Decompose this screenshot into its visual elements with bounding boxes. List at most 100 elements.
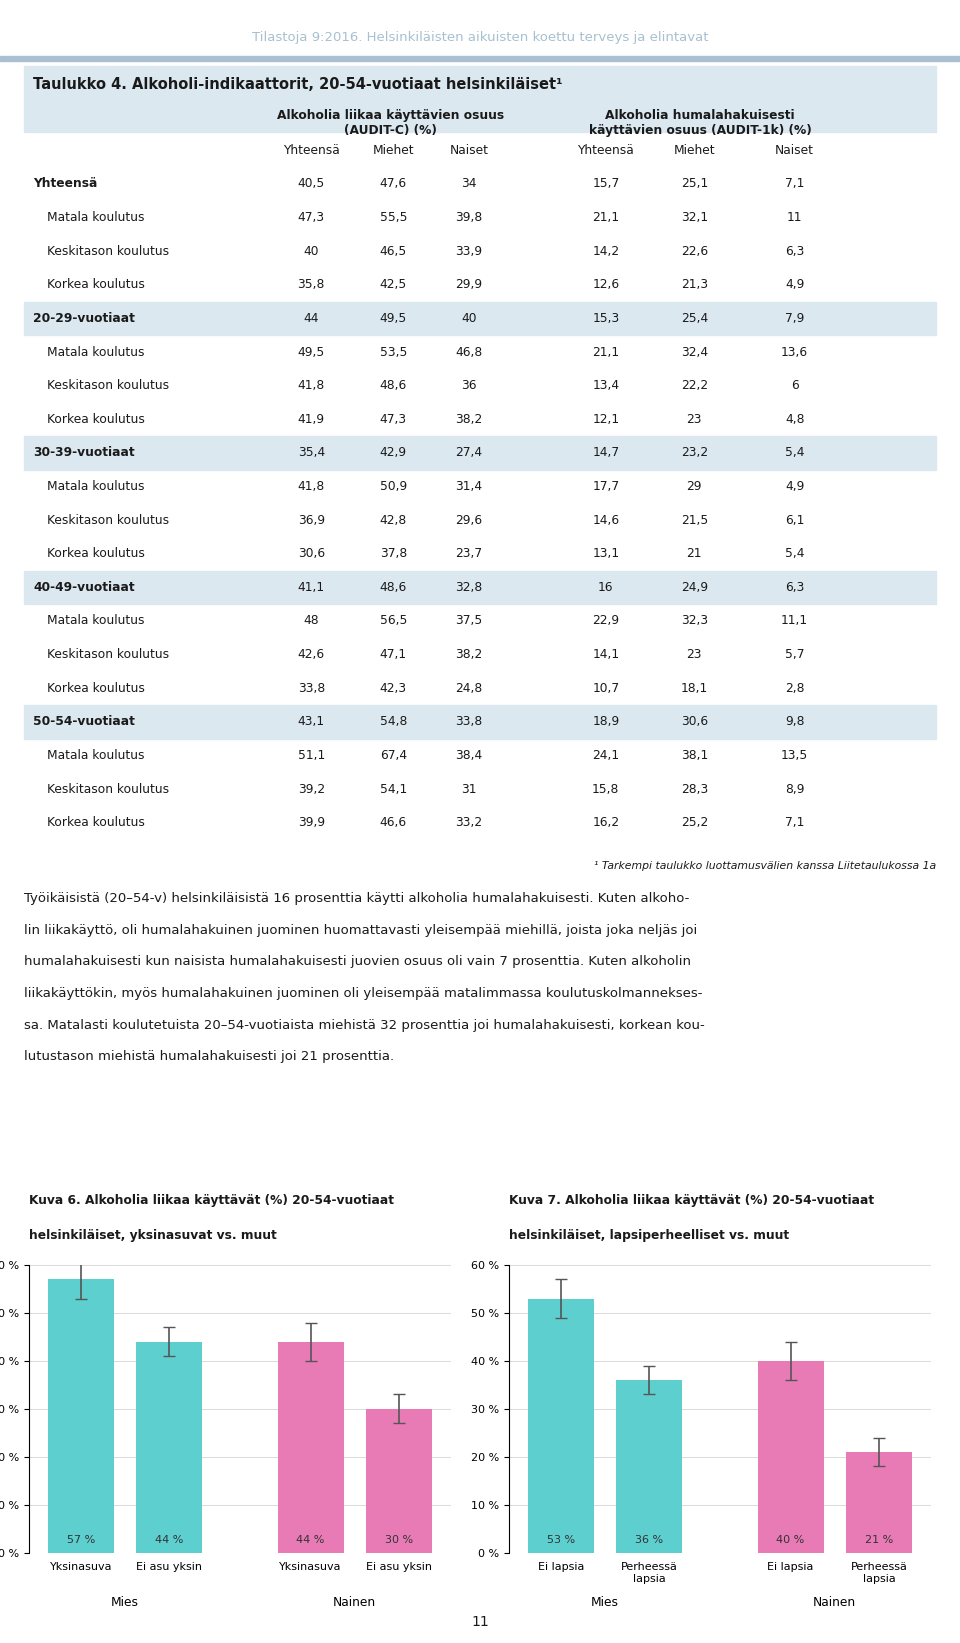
Bar [136, 1342, 203, 1553]
Text: Miehet: Miehet [674, 145, 715, 156]
Bar [277, 1342, 344, 1553]
Text: 29,6: 29,6 [455, 514, 483, 527]
Text: 6,1: 6,1 [785, 514, 804, 527]
Text: 16,2: 16,2 [592, 817, 619, 830]
Text: 17,7: 17,7 [592, 480, 619, 493]
Text: 30 %: 30 % [385, 1536, 413, 1546]
Text: 30-39-vuotiaat: 30-39-vuotiaat [33, 447, 134, 460]
Text: 54,1: 54,1 [380, 782, 407, 795]
Text: 36: 36 [462, 380, 477, 393]
Text: Kuva 6. Alkoholia liikaa käyttävät (%) 20-54-vuotiaat: Kuva 6. Alkoholia liikaa käyttävät (%) 2… [29, 1194, 394, 1208]
Text: helsinkiläiset, lapsiperheelliset vs. muut: helsinkiläiset, lapsiperheelliset vs. mu… [509, 1229, 789, 1242]
Text: 33,2: 33,2 [455, 817, 483, 830]
Text: 27,4: 27,4 [455, 447, 483, 460]
Text: 42,6: 42,6 [298, 647, 324, 660]
Text: 18,9: 18,9 [592, 715, 619, 728]
Text: helsinkiläiset, yksinasuvat vs. muut: helsinkiläiset, yksinasuvat vs. muut [29, 1229, 276, 1242]
Text: 32,8: 32,8 [455, 582, 483, 593]
Text: 4,9: 4,9 [785, 480, 804, 493]
Bar [24, 302, 936, 335]
Text: 22,6: 22,6 [681, 245, 708, 258]
Text: 8,9: 8,9 [785, 782, 804, 795]
Text: Korkea koulutus: Korkea koulutus [47, 547, 145, 560]
Text: Keskitason koulutus: Keskitason koulutus [47, 647, 169, 660]
Text: 38,2: 38,2 [455, 412, 483, 426]
Text: Keskitason koulutus: Keskitason koulutus [47, 514, 169, 527]
Text: 49,5: 49,5 [298, 345, 324, 358]
Text: 40: 40 [462, 312, 477, 325]
Text: Taulukko 4. Alkoholi-indikaattorit, 20-54-vuotiaat helsinkiläiset¹: Taulukko 4. Alkoholi-indikaattorit, 20-5… [33, 77, 563, 92]
Bar [48, 1280, 114, 1553]
Bar [24, 570, 936, 605]
Text: Naiset: Naiset [775, 145, 814, 156]
Text: Työikäisistä (20–54-v) helsinkiläisistä 16 prosenttia käytti alkoholia humalahak: Työikäisistä (20–54-v) helsinkiläisistä … [24, 892, 689, 905]
Text: 43,1: 43,1 [298, 715, 324, 728]
Text: 46,8: 46,8 [455, 345, 483, 358]
Text: 16: 16 [598, 582, 613, 593]
Text: 41,8: 41,8 [298, 380, 324, 393]
Text: 53 %: 53 % [547, 1536, 575, 1546]
Text: Korkea koulutus: Korkea koulutus [47, 682, 145, 695]
Text: 29: 29 [686, 480, 702, 493]
Text: 48,6: 48,6 [380, 582, 407, 593]
Bar [846, 1452, 912, 1553]
Text: Mies: Mies [111, 1595, 139, 1608]
Text: 40 %: 40 % [777, 1536, 804, 1546]
Text: 21,3: 21,3 [681, 278, 708, 291]
Text: Yhteensä: Yhteensä [578, 145, 635, 156]
Text: lin liikakäyttö, oli humalahakuinen juominen huomattavasti yleisempää miehillä, : lin liikakäyttö, oli humalahakuinen juom… [24, 923, 697, 937]
Text: 5,4: 5,4 [785, 447, 804, 460]
Text: 13,6: 13,6 [781, 345, 808, 358]
Text: 37,8: 37,8 [380, 547, 407, 560]
Text: 10,7: 10,7 [592, 682, 619, 695]
Text: Nainen: Nainen [333, 1595, 376, 1608]
Text: Miehet: Miehet [372, 145, 414, 156]
Text: Korkea koulutus: Korkea koulutus [47, 278, 145, 291]
Text: 4,9: 4,9 [785, 278, 804, 291]
Text: 67,4: 67,4 [380, 749, 407, 762]
Bar [616, 1380, 683, 1553]
Text: Matala koulutus: Matala koulutus [47, 345, 144, 358]
Text: 21 %: 21 % [865, 1536, 893, 1546]
Text: 18,1: 18,1 [681, 682, 708, 695]
Bar [366, 1410, 432, 1553]
Text: 40-49-vuotiaat: 40-49-vuotiaat [33, 582, 134, 593]
Text: 7,1: 7,1 [785, 177, 804, 191]
Text: 39,2: 39,2 [298, 782, 324, 795]
Text: Matala koulutus: Matala koulutus [47, 614, 144, 628]
Text: 32,4: 32,4 [681, 345, 708, 358]
Text: 14,2: 14,2 [592, 245, 619, 258]
Text: 2,8: 2,8 [785, 682, 804, 695]
Text: 14,6: 14,6 [592, 514, 619, 527]
Text: 28,3: 28,3 [681, 782, 708, 795]
Bar [24, 705, 936, 739]
Text: 42,3: 42,3 [380, 682, 407, 695]
Text: 33,8: 33,8 [455, 715, 483, 728]
Text: Matala koulutus: Matala koulutus [47, 749, 144, 762]
Text: 41,9: 41,9 [298, 412, 324, 426]
Text: Alkoholia humalahakuisesti
käyttävien osuus (AUDIT-1k) (%): Alkoholia humalahakuisesti käyttävien os… [588, 108, 811, 136]
Text: 37,5: 37,5 [455, 614, 483, 628]
Text: 50-54-vuotiaat: 50-54-vuotiaat [33, 715, 135, 728]
Text: 33,8: 33,8 [298, 682, 324, 695]
Text: 50,9: 50,9 [380, 480, 407, 493]
Text: 49,5: 49,5 [380, 312, 407, 325]
Text: sa. Matalasti koulutetuista 20–54-vuotiaista miehistä 32 prosenttia joi humalaha: sa. Matalasti koulutetuista 20–54-vuotia… [24, 1019, 705, 1032]
Text: 38,1: 38,1 [681, 749, 708, 762]
Text: 6,3: 6,3 [785, 245, 804, 258]
Text: 21: 21 [686, 547, 702, 560]
Text: 40,5: 40,5 [298, 177, 324, 191]
Text: 31,4: 31,4 [455, 480, 483, 493]
Text: 24,1: 24,1 [592, 749, 619, 762]
Text: Matala koulutus: Matala koulutus [47, 480, 144, 493]
Text: 36,9: 36,9 [298, 514, 324, 527]
Text: Nainen: Nainen [813, 1595, 856, 1608]
Text: 40: 40 [303, 245, 319, 258]
Text: 42,9: 42,9 [380, 447, 407, 460]
Text: 20-29-vuotiaat: 20-29-vuotiaat [33, 312, 135, 325]
Text: 41,1: 41,1 [298, 582, 324, 593]
Text: 30,6: 30,6 [681, 715, 708, 728]
Text: 5,7: 5,7 [785, 647, 804, 660]
Text: 34: 34 [462, 177, 477, 191]
Text: Naiset: Naiset [449, 145, 489, 156]
